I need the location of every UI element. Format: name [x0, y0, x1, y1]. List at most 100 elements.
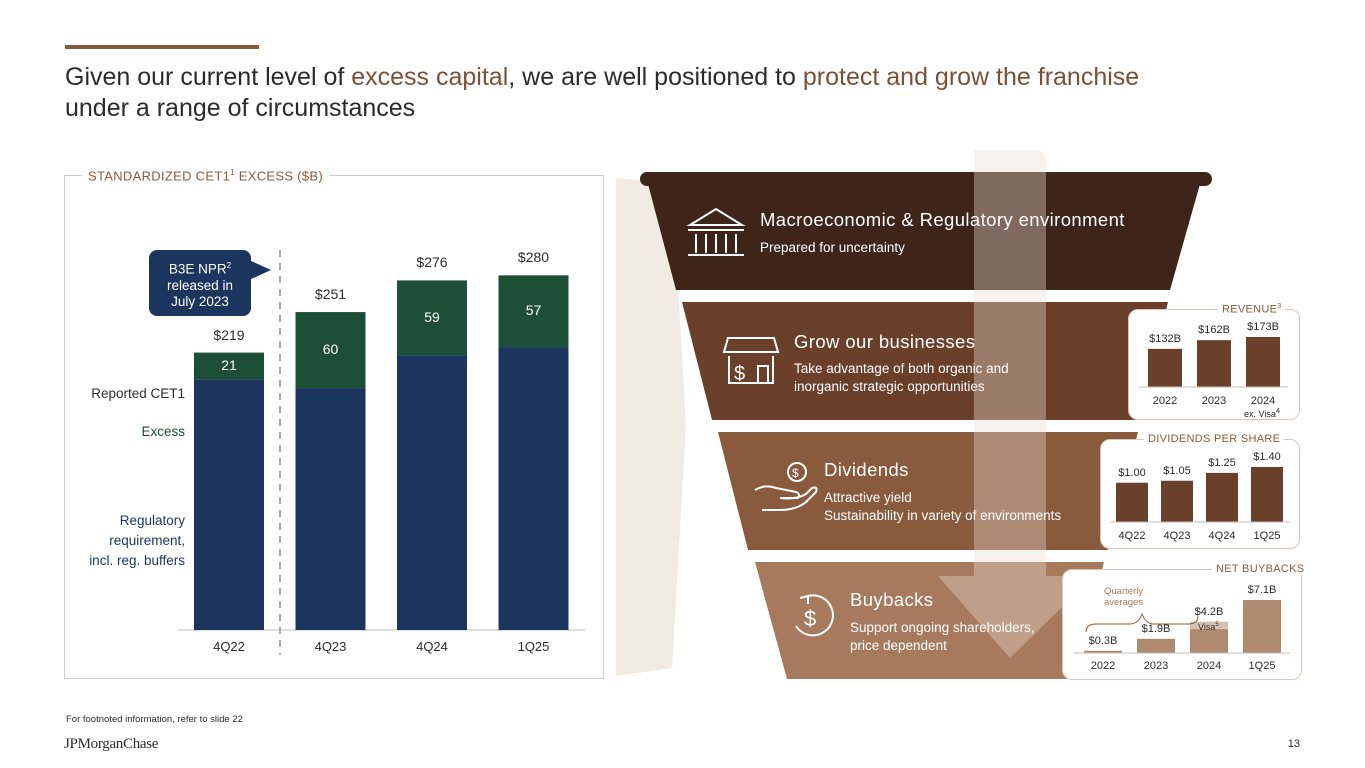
page-number: 13	[1287, 738, 1300, 750]
dividends-x-tick-1q25: 1Q25	[1253, 530, 1281, 542]
cet1-bar-excess-1q25	[498, 275, 569, 348]
tier-4-subtitle: Support ongoing shareholders, price depe…	[850, 620, 1035, 653]
quarterly-averages-bracket	[1085, 612, 1199, 633]
cet1-bar-requirement-4q23	[295, 388, 366, 630]
title-text-2: , we are well positioned to	[508, 63, 803, 91]
cet1-x-tick-4q24: 4Q24	[416, 639, 448, 654]
buybacks-bar-2022	[1084, 650, 1122, 653]
buybacks-value-2024: $4.2B	[1194, 605, 1224, 618]
cet1-x-tick-4q23: 4Q23	[314, 639, 347, 654]
dividends-bar-4q22	[1116, 482, 1148, 522]
storefront-dollar-icon: $	[722, 337, 780, 385]
funnel-rim	[640, 172, 1212, 186]
tier-3-title: Dividends	[824, 459, 909, 480]
revenue-x-tick-2024: 2024	[1250, 395, 1276, 407]
cet1-bar-excess-4q22	[194, 352, 264, 380]
cet1-total-label-4q24: $276	[416, 254, 448, 271]
dividends-value-1q25: $1.40	[1253, 451, 1281, 463]
cet1-chart-panel	[64, 175, 604, 679]
funnel-connector-wedge	[616, 178, 686, 676]
cet1-bar-requirement-4q22	[194, 379, 264, 630]
svg-text:$: $	[734, 363, 745, 385]
cet1-x-tick-1q25: 1Q25	[517, 639, 550, 654]
revenue-title: REVENUE3	[1218, 303, 1286, 316]
buybacks-x-tick-2024: 2024	[1196, 660, 1222, 672]
cet1-bar-excess-4q24	[397, 280, 467, 356]
buybacks-value-2022: $0.3B	[1088, 634, 1118, 647]
buybacks-bar-2024	[1190, 629, 1228, 653]
buybacks-value-2023: $1.9B	[1141, 622, 1171, 635]
tier-1-subtitle: Prepared for uncertainty	[760, 240, 905, 255]
svg-text:$: $	[792, 466, 799, 480]
cet1-bar-requirement-1q25	[498, 347, 569, 630]
title-highlight-2: protect and grow the franchise	[802, 63, 1140, 91]
buybacks-bar-visa-2024	[1190, 621, 1228, 630]
revenue-bar-2023	[1197, 340, 1231, 387]
hand-coin-icon: $	[754, 462, 818, 511]
title-text-3: under a range of circumstances	[65, 94, 416, 122]
footnote: For footnoted information, refer to slid…	[66, 714, 243, 725]
tier-1-title: Macroeconomic & Regulatory environment	[760, 209, 1125, 230]
tier-3-subtitle: Attractive yield Sustainability in varie…	[824, 490, 1062, 523]
bank-building-icon	[686, 207, 746, 256]
cet1-bar-requirement-4q24	[397, 355, 467, 630]
cet1-total-label-4q22: $219	[213, 326, 245, 343]
legend-excess: Excess	[141, 424, 185, 439]
accent-bar	[65, 45, 259, 49]
buybacks-bar-1q25	[1243, 600, 1281, 653]
dividends-bar-1q25	[1251, 467, 1283, 522]
callout-pointer	[249, 260, 271, 280]
b3e-npr-callout: B3E NPR2 released in July 2023	[149, 250, 251, 316]
dividends-x-tick-4q24: 4Q24	[1208, 530, 1236, 542]
revenue-value-2023: $162B	[1198, 324, 1230, 337]
buybacks-bar-2023	[1137, 638, 1175, 653]
tier-4-title: Buybacks	[850, 589, 934, 610]
revenue-x-tick-2022: 2022	[1152, 395, 1178, 407]
buybacks-value-1q25: $7.1B	[1247, 584, 1277, 596]
legend-reported-cet1: Reported CET1	[91, 386, 185, 401]
svg-text:$: $	[804, 606, 816, 631]
funnel-tier-2	[682, 302, 1168, 420]
quarterly-averages-label: Quarterly averages	[1104, 586, 1144, 608]
title-highlight-1: excess capital	[351, 63, 509, 91]
down-arrow-overlay	[938, 150, 1094, 658]
funnel-tier-3	[718, 432, 1138, 550]
revenue-note: ex. Visa4	[1244, 406, 1281, 419]
revenue-value-2022: $132B	[1149, 332, 1181, 345]
buybacks-title: NET BUYBACKS	[1212, 563, 1309, 575]
dividends-value-4q23: $1.05	[1163, 464, 1191, 477]
title-text-1: Given our current level of	[65, 63, 352, 91]
dividends-bar-4q23	[1161, 480, 1193, 522]
cet1-chart-title: STANDARDIZED CET11 EXCESS ($B)	[82, 168, 329, 184]
revenue-x-tick-2023: 2023	[1201, 395, 1227, 407]
cet1-excess-label-1q25: 57	[525, 302, 542, 319]
tier-2-subtitle: Take advantage of both organic and inorg…	[794, 361, 1009, 394]
dividends-x-tick-4q23: 4Q23	[1163, 530, 1191, 542]
funnel-tier-4	[755, 562, 1104, 679]
cet1-excess-label-4q22: 21	[221, 356, 237, 373]
dollar-circle-icon: $	[795, 594, 834, 637]
tier-2-title: Grow our businesses	[794, 331, 976, 352]
dividends-value-4q22: $1.00	[1118, 466, 1146, 479]
revenue-bar-2024	[1246, 337, 1280, 387]
company-logo: JPMorganChase	[64, 736, 159, 752]
dividends-title: DIVIDENDS PER SHARE	[1144, 433, 1285, 445]
buybacks-x-tick-2022: 2022	[1090, 660, 1116, 672]
dividends-x-tick-4q22: 4Q22	[1118, 530, 1146, 542]
cet1-total-label-1q25: $280	[517, 249, 550, 266]
cet1-bar-excess-4q23	[295, 312, 366, 389]
visa-label: Visa5	[1198, 622, 1219, 632]
cet1-excess-label-4q23: 60	[322, 341, 339, 358]
cet1-excess-label-4q24: 59	[424, 308, 440, 325]
cet1-x-tick-4q22: 4Q22	[213, 639, 245, 654]
revenue-value-2024: $173B	[1247, 321, 1279, 333]
slide-title: Given our current level of excess capita…	[65, 62, 1315, 124]
cet1-total-label-4q23: $251	[314, 286, 347, 303]
legend-regulatory-requirement: Regulatory requirement, incl. reg. buffe…	[89, 513, 185, 568]
buybacks-x-tick-1q25: 1Q25	[1248, 660, 1276, 672]
dividends-bar-4q24	[1206, 472, 1238, 522]
buybacks-x-tick-2023: 2023	[1143, 660, 1169, 672]
